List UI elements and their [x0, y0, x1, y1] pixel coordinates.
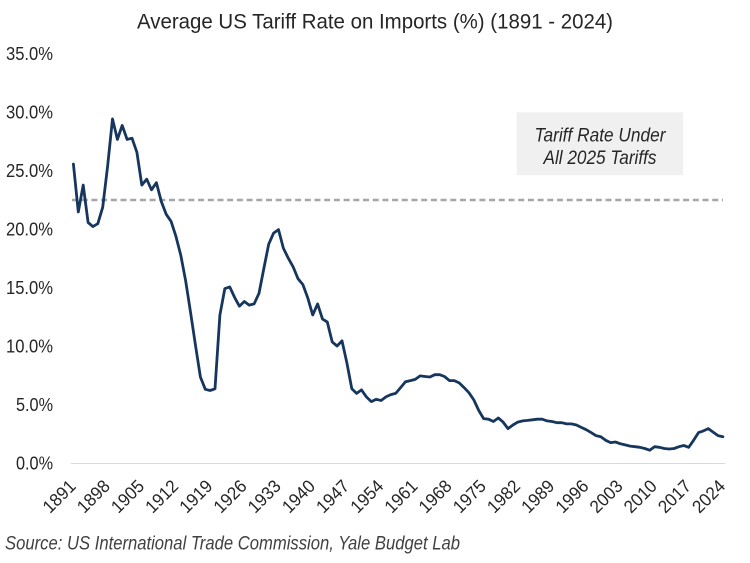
svg-text:5.0%: 5.0% [16, 395, 53, 415]
svg-text:All 2025 Tariffs: All 2025 Tariffs [543, 148, 657, 169]
svg-text:Source: US International Trade: Source: US International Trade Commissio… [5, 534, 460, 555]
svg-text:25.0%: 25.0% [6, 161, 53, 181]
svg-text:0.0%: 0.0% [16, 454, 53, 474]
svg-text:30.0%: 30.0% [6, 102, 53, 122]
svg-text:20.0%: 20.0% [6, 219, 53, 239]
svg-text:Average US Tariff Rate on Impo: Average US Tariff Rate on Imports (%) (1… [137, 11, 613, 34]
svg-text:10.0%: 10.0% [6, 336, 53, 356]
svg-text:15.0%: 15.0% [6, 278, 53, 298]
svg-text:35.0%: 35.0% [6, 44, 53, 64]
svg-text:Tariff Rate Under: Tariff Rate Under [535, 126, 667, 147]
